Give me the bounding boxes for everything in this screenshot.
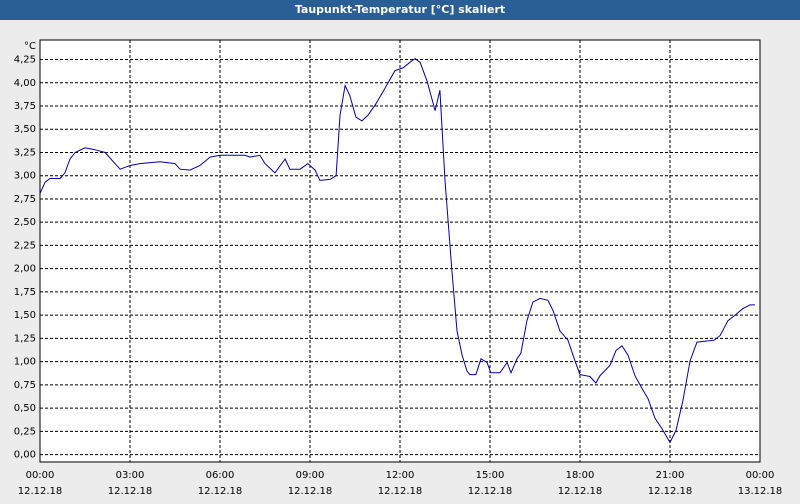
x-tick-date: 12.12.18 <box>198 486 243 497</box>
y-tick-label: 1,50 <box>14 310 36 321</box>
x-tick-label: 18:00 <box>566 470 595 481</box>
x-tick-label: 09:00 <box>296 470 325 481</box>
y-tick-label: 1,25 <box>14 333 36 344</box>
data-line <box>39 57 755 444</box>
y-tick-label: 4,25 <box>14 55 36 66</box>
x-tick-date: 12.12.18 <box>648 486 693 497</box>
y-tick-label: 3,25 <box>14 147 36 158</box>
y-tick-label: 4,00 <box>14 78 36 89</box>
y-tick-label: 2,25 <box>14 240 36 251</box>
y-tick-label: 0,50 <box>14 403 36 414</box>
y-tick-label: 3,50 <box>14 124 36 135</box>
x-tick-label: 21:00 <box>656 470 685 481</box>
y-tick-label: 2,00 <box>14 264 36 275</box>
y-tick-label: 0,75 <box>14 380 36 391</box>
y-tick-label: 1,00 <box>14 357 36 368</box>
x-tick-date: 12.12.18 <box>378 486 423 497</box>
y-tick-label: 2,75 <box>14 194 36 205</box>
y-tick-label: 3,75 <box>14 101 36 112</box>
x-tick-label: 03:00 <box>116 470 145 481</box>
x-tick-date: 13.12.18 <box>738 486 783 497</box>
x-tick-date: 12.12.18 <box>18 486 63 497</box>
x-tick-date: 12.12.18 <box>558 486 603 497</box>
x-tick-label: 15:00 <box>476 470 505 481</box>
y-tick-label: 0,25 <box>14 426 36 437</box>
x-tick-label: 00:00 <box>26 470 55 481</box>
x-tick-date: 12.12.18 <box>108 486 153 497</box>
y-tick-label: 2,50 <box>14 217 36 228</box>
x-tick-label: 06:00 <box>206 470 235 481</box>
x-tick-label: 00:00 <box>746 470 775 481</box>
y-unit: °C <box>24 41 36 52</box>
y-tick-label: 1,75 <box>14 287 36 298</box>
y-tick-label: 3,00 <box>14 171 36 182</box>
x-tick-date: 12.12.18 <box>288 486 333 497</box>
title-bar <box>0 0 800 20</box>
chart-title: Taupunkt-Temperatur [°C] skaliert <box>295 3 505 16</box>
x-tick-label: 12:00 <box>386 470 415 481</box>
y-tick-label: 0,00 <box>14 450 36 461</box>
x-tick-date: 12.12.18 <box>468 486 513 497</box>
